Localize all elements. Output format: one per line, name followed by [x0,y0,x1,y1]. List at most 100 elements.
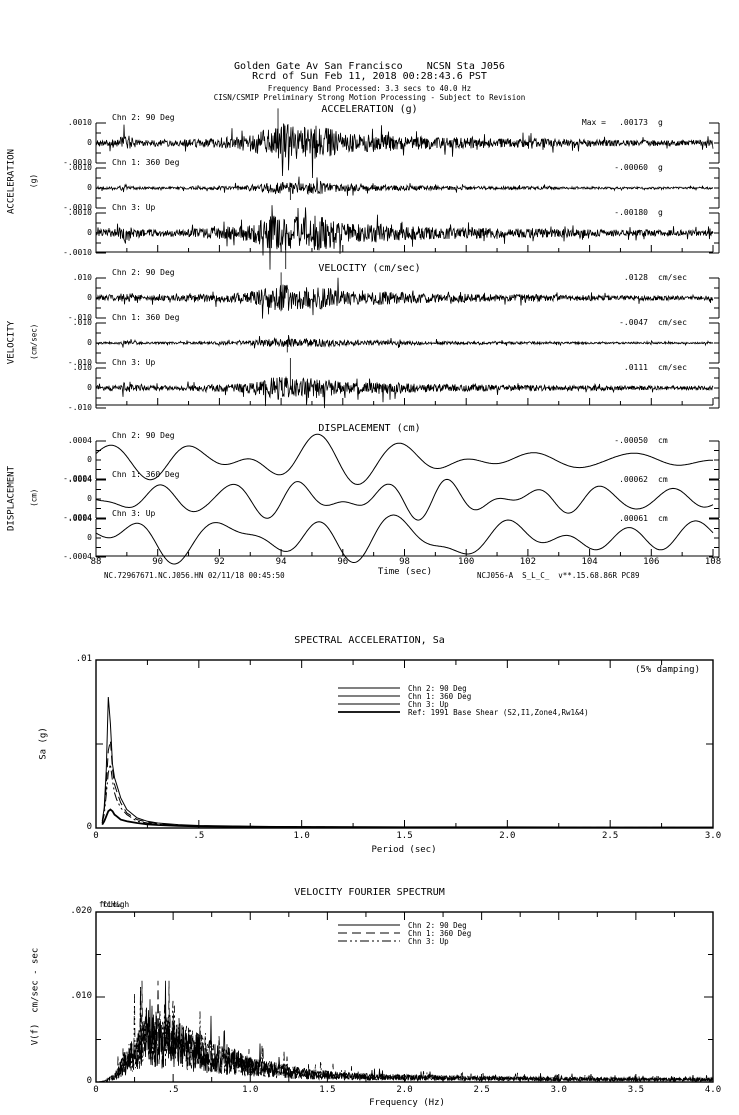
velocity-axis-unit: (cm/sec) [29,323,39,360]
acceleration-axis-unit: (g) [29,173,38,189]
peak-value: .00061 [619,514,648,523]
x-tick-label: 88 [90,557,102,567]
x-tick-label: 0 [93,831,99,841]
x-tick-label: 94 [275,557,287,567]
channel-label: Chn 2: 90 Deg [112,431,175,440]
fourier-legend-label-chn3: Chn 3: Up [408,937,449,946]
x-tick-label: 92 [213,557,225,567]
peak-prefix: Max = [581,118,606,127]
y-tick-label: .0010 [67,208,92,217]
y-tick-label: -.010 [67,313,92,322]
fourier-y-axis-label: V(f) cm/sec - sec [30,947,41,1046]
x-tick-label: 1.5 [319,1085,336,1095]
sa-legend-label-ref: Ref: 1991 Base Shear (S2,I1,Zone4,Rw1&4) [408,708,589,717]
velocity-section-title: VELOCITY (cm/sec) [318,263,421,274]
x-tick-label: 1.5 [396,831,413,841]
y-tick-label: -.0004 [63,474,92,483]
y-tick-label: 0 [86,822,92,832]
peak-value: .0111 [623,363,648,372]
x-tick-label: .5 [167,1085,179,1095]
sa-legend-label-chn3: Chn 3: Up [408,700,449,709]
y-tick-label: .0004 [67,436,92,445]
displacement-axis-unit: (cm) [29,488,39,507]
y-tick-label: 0 [87,533,92,542]
peak-value: -.0047 [619,318,648,327]
y-tick-label: .010 [72,318,92,327]
y-tick-label: .0010 [67,163,92,172]
peak-value: .00062 [619,475,648,484]
peak-unit: cm/sec [658,318,687,327]
y-tick-label: .020 [70,906,92,916]
y-tick-label: .010 [72,273,92,282]
sa-y-axis-label: Sa (g) [38,727,49,760]
time-axis-label: Time (sec) [377,567,433,577]
y-tick-label: 0 [86,1076,92,1086]
y-tick-label: .01 [75,654,92,664]
acceleration-section-title: ACCELERATION (g) [321,104,418,115]
record-id-footer: NC.72967671.NC.J056.HN 02/11/18 00:45:50 [104,571,285,580]
y-tick-label: 0 [87,383,92,392]
processing-id-footer: NCJ056-A S_L_C_ v**.15.68.86R PC89 [477,571,640,580]
fourier-chart-title: VELOCITY FOURIER SPECTRUM [294,887,445,898]
peak-unit: cm/sec [658,273,687,282]
x-tick-label: 3.5 [627,1085,644,1095]
sa-legend-label-chn1: Chn 1: 360 Deg [408,692,472,701]
sa-chart-title: SPECTRAL ACCELERATION, Sa [294,635,445,646]
x-tick-label: 1.0 [293,831,310,841]
channel-label: Chn 1: 360 Deg [112,158,180,167]
y-tick-label: -.0010 [63,203,92,212]
x-tick-label: 108 [704,557,722,567]
channel-label: Chn 3: Up [112,358,156,367]
x-tick-label: 3.0 [550,1085,567,1095]
x-tick-label: 106 [643,557,660,567]
y-tick-label: 0 [87,138,92,147]
y-tick-label: -.0004 [63,513,92,522]
y-tick-label: -.0010 [63,158,92,167]
y-tick-label: 0 [87,494,92,503]
x-tick-label: .5 [193,831,205,841]
station-title-line: Golden Gate Av San Francisco NCSN Sta J0… [234,61,505,72]
y-tick-label: -.0004 [63,552,92,561]
channel-label: Chn 1: 360 Deg [112,313,180,322]
displacement-section-title: DISPLACEMENT (cm) [318,423,421,434]
x-tick-label: 4.0 [704,1085,722,1095]
channel-label: Chn 2: 90 Deg [112,268,175,277]
x-tick-label: 1.0 [242,1085,259,1095]
y-tick-label: .0010 [67,118,92,127]
record-time-line: Rcrd of Sun Feb 11, 2018 00:28:43.6 PST [252,71,487,82]
peak-unit: cm [658,475,668,484]
peak-value: -.00180 [614,208,648,217]
peak-value: -.00050 [614,436,648,445]
x-tick-label: 102 [519,557,537,567]
peak-value: -.00060 [614,163,648,172]
y-tick-label: 0 [87,338,92,347]
displacement-axis-label: DISPLACEMENT [6,465,17,532]
peak-unit: cm [658,436,668,445]
processing-note-line: CISN/CSMIP Preliminary Strong Motion Pro… [213,93,526,102]
x-tick-label: 100 [458,557,475,567]
fc-low-label: fcLow [99,900,122,909]
channel-label: Chn 3: Up [112,203,156,212]
x-tick-label: 90 [152,557,164,567]
y-tick-label: 0 [87,228,92,237]
damping-note: (5% damping) [634,665,700,675]
y-tick-label: .0004 [67,475,92,484]
x-tick-label: 0 [93,1085,99,1095]
y-tick-label: .010 [70,991,92,1001]
channel-label: Chn 2: 90 Deg [112,113,175,122]
peak-unit: g [658,118,663,127]
channel-label: Chn 3: Up [112,509,156,518]
peak-value: .00173 [619,118,648,127]
fourier-x-axis-label: Frequency (Hz) [369,1098,445,1108]
x-tick-label: 3.0 [704,831,722,841]
x-tick-label: 2.5 [602,831,619,841]
peak-unit: g [658,163,663,172]
x-tick-label: 104 [581,557,598,567]
sa-legend-label-chn2: Chn 2: 90 Deg [408,684,467,693]
peak-unit: cm/sec [658,363,687,372]
peak-value: .0128 [623,273,648,282]
y-tick-label: .010 [72,363,92,372]
y-tick-label: -.0010 [63,248,92,257]
